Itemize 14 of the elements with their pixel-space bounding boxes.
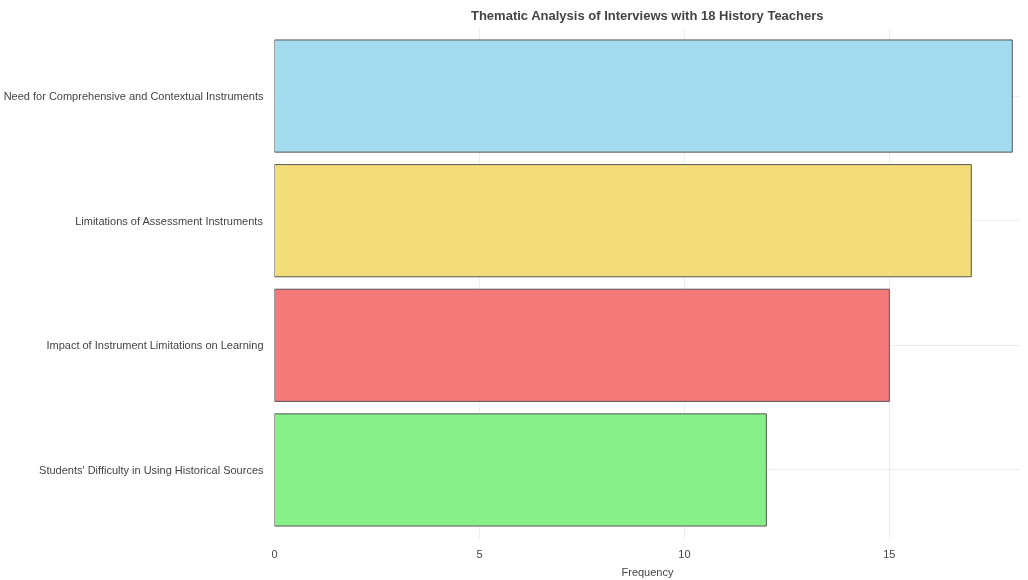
x-axis-title: Frequency (621, 565, 674, 578)
y-tick-label: Students' Difficulty in Using Historical Sources (39, 463, 264, 476)
bar (274, 164, 972, 278)
chart-title: Thematic Analysis of Interviews with 18 History Teachers (470, 7, 824, 23)
x-tick-label: 15 (883, 547, 896, 560)
y-tick-label: Impact of Instrument Limitations on Learning (46, 339, 264, 352)
bar (274, 413, 767, 527)
bar (274, 39, 1013, 153)
x-tick-label: 10 (678, 547, 691, 560)
x-tick-label: 5 (476, 547, 483, 560)
y-tick-label: Need for Comprehensive and Contextual Instruments (3, 90, 264, 103)
bar (274, 288, 890, 402)
y-tick-label: Limitations of Assessment Instruments (75, 214, 264, 227)
x-tick-label: 0 (271, 547, 278, 560)
